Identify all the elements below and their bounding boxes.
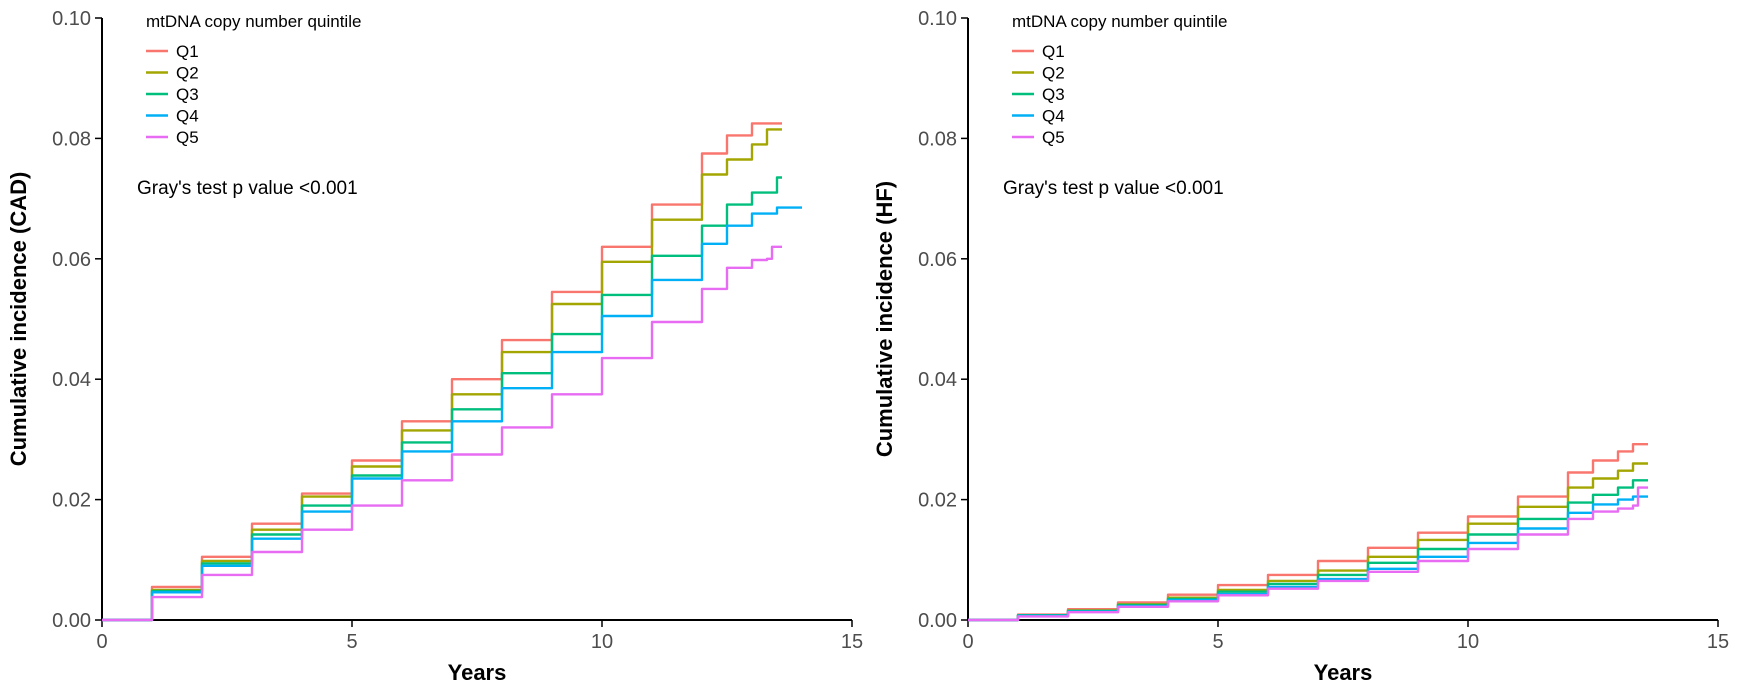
x-tick-label: 15: [841, 631, 863, 653]
legend-label-q3: Q3: [176, 85, 199, 104]
x-axis-title: Years: [448, 660, 507, 684]
legend-title: mtDNA copy number quintile: [1012, 12, 1227, 31]
legend-label-q5: Q5: [1042, 128, 1065, 147]
series-line-q4: [968, 495, 1648, 622]
series-line-q1: [102, 122, 782, 622]
y-tick-label: 0.10: [918, 8, 957, 30]
series-line-q2: [102, 128, 782, 622]
legend-label-q2: Q2: [1042, 64, 1065, 83]
series-line-q5: [102, 245, 782, 622]
series-line-q3: [968, 479, 1648, 622]
y-tick-label: 0.06: [918, 249, 957, 271]
legend: mtDNA copy number quintile Q1 Q2 Q3 Q4 Q5: [146, 12, 361, 147]
legend-label-q4: Q4: [1042, 107, 1065, 126]
legend-label-q4: Q4: [176, 107, 199, 126]
legend: mtDNA copy number quintile Q1 Q2 Q3 Q4 Q5: [1012, 12, 1227, 147]
x-tick-label: 5: [346, 631, 357, 653]
chart-panel-cad: 0.00 0.02 0.04 0.06 0.08 0.10 0 5 10 15 Years Cumul…: [6, 8, 863, 684]
grays-test-annotation: Gray's test p value <0.001: [137, 178, 358, 199]
legend-label-q1: Q1: [176, 42, 199, 61]
series-line-q1: [968, 443, 1648, 622]
legend-title: mtDNA copy number quintile: [146, 12, 361, 31]
x-tick-label: 0: [96, 631, 107, 653]
series-line-q5: [968, 486, 1648, 622]
y-axis-title: Cumulative incidence (CAD): [6, 172, 31, 467]
y-tick-label: 0.00: [52, 610, 91, 632]
x-tick-label: 0: [962, 631, 973, 653]
grays-test-annotation: Gray's test p value <0.001: [1003, 178, 1224, 199]
y-tick-label: 0.08: [918, 128, 957, 150]
x-tick-label: 15: [1707, 631, 1729, 653]
x-tick-label: 10: [591, 631, 613, 653]
y-tick-label: 0.06: [52, 249, 91, 271]
x-tick-label: 10: [1457, 631, 1479, 653]
legend-label-q5: Q5: [176, 128, 199, 147]
y-tick-label: 0.02: [52, 490, 91, 512]
y-tick-label: 0.10: [52, 8, 91, 30]
y-tick-label: 0.04: [52, 369, 91, 391]
series-line-q3: [102, 176, 782, 622]
y-tick-label: 0.04: [918, 369, 957, 391]
legend-label-q3: Q3: [1042, 85, 1065, 104]
chart-panel-hf: 0.00 0.02 0.04 0.06 0.08 0.10 0 5 10 15 Years Cumul…: [872, 8, 1729, 684]
y-tick-label: 0.00: [918, 610, 957, 632]
y-axis-title: Cumulative incidence (HF): [872, 181, 897, 457]
y-tick-label: 0.08: [52, 128, 91, 150]
legend-label-q2: Q2: [176, 64, 199, 83]
y-tick-label: 0.02: [918, 490, 957, 512]
x-tick-label: 5: [1212, 631, 1223, 653]
x-axis-title: Years: [1314, 660, 1373, 684]
series-line-q2: [968, 462, 1648, 622]
legend-label-q1: Q1: [1042, 42, 1065, 61]
